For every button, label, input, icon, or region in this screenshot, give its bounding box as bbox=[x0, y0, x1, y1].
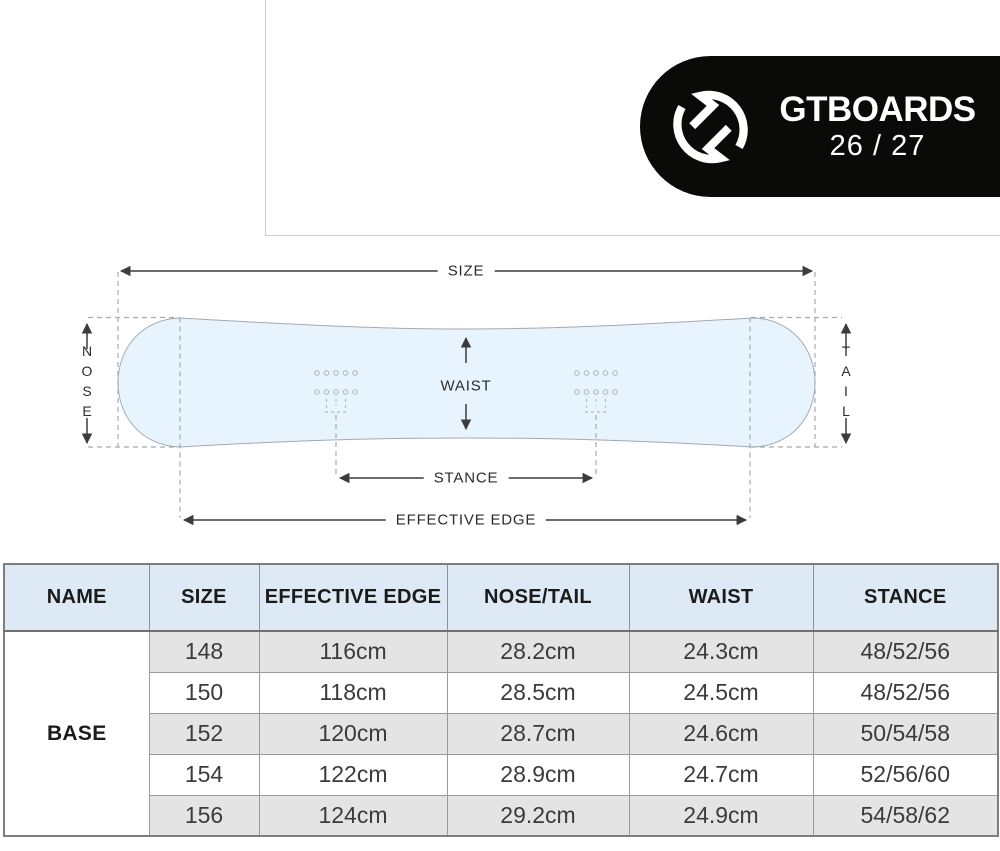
gtboards-monogram-icon bbox=[673, 90, 748, 163]
nose-tail-cell: 28.2cm bbox=[446, 630, 630, 673]
effective-edge-cell: 116cm bbox=[258, 630, 448, 673]
effective-edge-cell: 120cm bbox=[258, 712, 448, 755]
col-header-name: NAME bbox=[3, 563, 150, 632]
effective-edge-label: EFFECTIVE EDGE bbox=[385, 510, 547, 530]
brand-name: GTBOARDS bbox=[779, 89, 976, 129]
waist-cell: 24.3cm bbox=[628, 630, 814, 673]
waist-cell: 24.5cm bbox=[628, 671, 814, 714]
size-cell: 156 bbox=[148, 794, 260, 837]
nose-tail-cell: 29.2cm bbox=[446, 794, 630, 837]
brand-pill: GTBOARDS 26 / 27 bbox=[640, 56, 1000, 197]
group-name-cell: BASE bbox=[3, 630, 150, 837]
size-cell: 150 bbox=[148, 671, 260, 714]
stance-cell: 48/52/56 bbox=[812, 630, 999, 673]
waist-label: WAIST bbox=[440, 377, 492, 395]
effective-edge-cell: 118cm bbox=[258, 671, 448, 714]
size-cell: 152 bbox=[148, 712, 260, 755]
stance-cell: 48/52/56 bbox=[812, 671, 999, 714]
size-label: SIZE bbox=[437, 261, 495, 281]
spec-table: NAME SIZE EFFECTIVE EDGE NOSE/TAIL WAIST… bbox=[3, 563, 999, 837]
waist-cell: 24.6cm bbox=[628, 712, 814, 755]
nose-tail-cell: 28.5cm bbox=[446, 671, 630, 714]
waist-cell: 24.7cm bbox=[628, 753, 814, 796]
table-row: 154 122cm 28.9cm 24.7cm 52/56/60 bbox=[4, 753, 999, 796]
size-cell: 148 bbox=[148, 630, 260, 673]
brand-text: GTBOARDS 26 / 27 bbox=[770, 89, 985, 163]
insert-group-back bbox=[574, 370, 618, 413]
nose-label: NOSE bbox=[79, 343, 95, 423]
col-header-nose-tail: NOSE/TAIL bbox=[446, 563, 630, 632]
table-row: 156 124cm 29.2cm 24.9cm 54/58/62 bbox=[4, 794, 999, 837]
dashed-guides bbox=[88, 272, 842, 518]
size-cell: 154 bbox=[148, 753, 260, 796]
stance-cell: 52/56/60 bbox=[812, 753, 999, 796]
table-row: 152 120cm 28.7cm 24.6cm 50/54/58 bbox=[4, 712, 999, 755]
nose-tail-cell: 28.7cm bbox=[446, 712, 630, 755]
col-header-stance: STANCE bbox=[812, 563, 999, 632]
spec-table-header-row: NAME SIZE EFFECTIVE EDGE NOSE/TAIL WAIST… bbox=[3, 563, 999, 632]
effective-edge-cell: 122cm bbox=[258, 753, 448, 796]
insert-group-front bbox=[314, 370, 358, 413]
table-row: 150 118cm 28.5cm 24.5cm 48/52/56 bbox=[4, 671, 999, 714]
stance-cell: 50/54/58 bbox=[812, 712, 999, 755]
stance-label: STANCE bbox=[423, 468, 509, 488]
binding-inserts bbox=[314, 370, 618, 413]
nose-tail-cell: 28.9cm bbox=[446, 753, 630, 796]
tail-label: TAIL bbox=[838, 343, 854, 423]
brand-season: 26 / 27 bbox=[829, 129, 926, 162]
col-header-waist: WAIST bbox=[628, 563, 814, 632]
table-row: BASE 148 116cm 28.2cm 24.3cm 48/52/56 bbox=[3, 630, 999, 837]
col-header-size: SIZE bbox=[148, 563, 260, 632]
stance-cell: 54/58/62 bbox=[812, 794, 999, 837]
waist-cell: 24.9cm bbox=[628, 794, 814, 837]
snowboard-diagram bbox=[81, 265, 852, 526]
effective-edge-cell: 124cm bbox=[258, 794, 448, 837]
col-header-effective-edge: EFFECTIVE EDGE bbox=[258, 563, 448, 632]
